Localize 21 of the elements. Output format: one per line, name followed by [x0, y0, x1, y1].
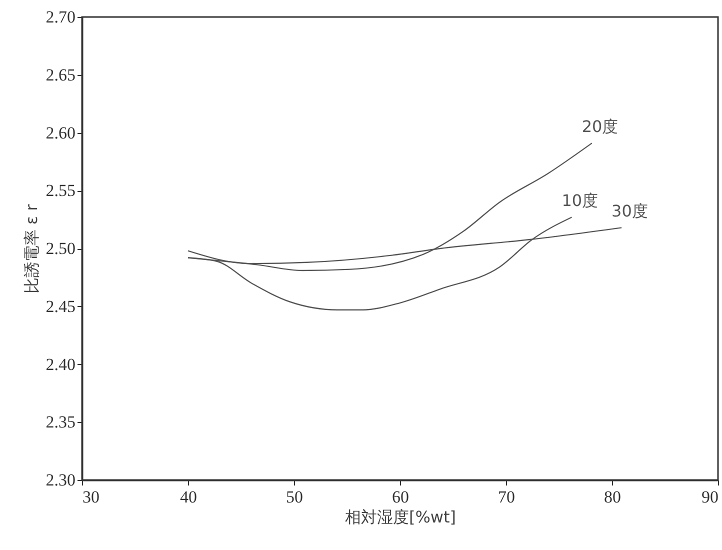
- y-tick-label: 2.40: [46, 354, 76, 374]
- y-tick-label: 2.50: [46, 239, 76, 258]
- x-tick-label: 40: [180, 488, 197, 506]
- x-tick-label: 70: [498, 488, 515, 506]
- series-label: 10度: [562, 191, 598, 210]
- x-tick-label: 80: [604, 488, 621, 506]
- series-label: 20度: [582, 117, 618, 136]
- y-tick-label: 2.60: [46, 123, 76, 142]
- x-tick-label: 50: [286, 488, 303, 506]
- series-label: 30度: [612, 202, 648, 221]
- y-tick-label: 2.70: [46, 8, 76, 26]
- y-tick-label: 2.35: [46, 412, 76, 432]
- y-axis-title: 比誘電率 ε r: [22, 204, 41, 294]
- x-tick-label: 90: [702, 488, 718, 506]
- y-tick-label: 2.30: [46, 470, 76, 490]
- x-axis-title: 相対湿度[%wt]: [344, 508, 456, 526]
- y-tick-label: 2.45: [46, 296, 76, 316]
- x-tick-label: 60: [392, 488, 409, 506]
- y-tick-label: 2.65: [46, 65, 76, 84]
- y-tick-label: 2.55: [46, 181, 76, 200]
- x-tick-label: 30: [82, 488, 100, 506]
